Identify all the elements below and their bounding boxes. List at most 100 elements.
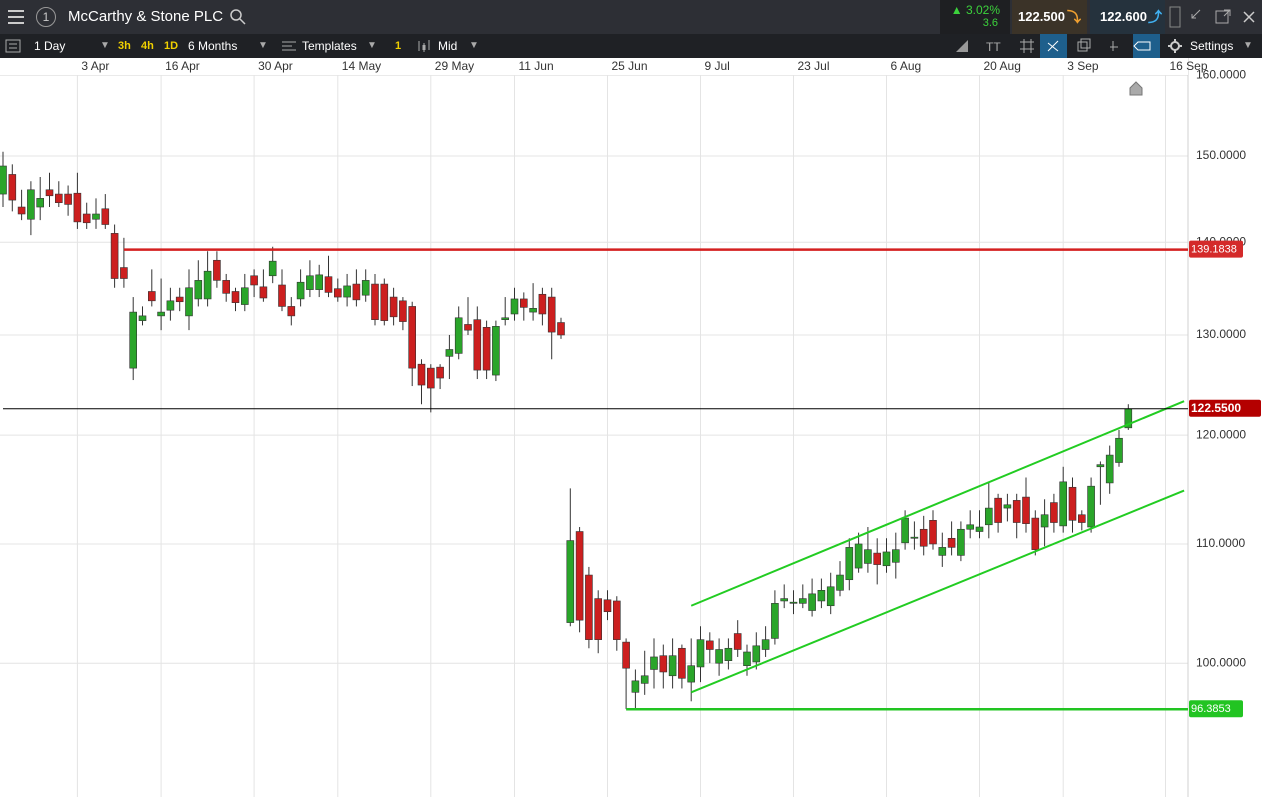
candle-body [399, 300, 407, 322]
list-icon[interactable] [5, 39, 21, 53]
trendline [690, 400, 1185, 607]
dropdown-arrow[interactable]: ▼ [469, 40, 479, 51]
svg-text:TT: TT [986, 40, 1001, 54]
candle-body [1096, 464, 1105, 468]
candle-body [1022, 496, 1030, 524]
candle-body [547, 296, 556, 333]
window-icons[interactable] [1168, 6, 1262, 28]
candle-body [826, 586, 835, 607]
candle-body [566, 540, 575, 623]
candle-body [659, 655, 668, 673]
quick-interval[interactable]: 1D [164, 40, 179, 52]
level-label-box [1189, 700, 1243, 718]
dropdown-arrow[interactable]: ▼ [100, 40, 110, 51]
candle-body [27, 189, 35, 220]
level-label-box [1189, 399, 1261, 417]
candle-body [268, 260, 277, 277]
candle-body [343, 285, 351, 298]
level-label: 122.5500 [1191, 401, 1241, 415]
active-tool[interactable] [1133, 34, 1160, 58]
sell-box[interactable]: 122.500 ⤵ [1012, 0, 1087, 34]
x-tick-label: 16 Sep [1170, 59, 1208, 73]
x-tick-label: 14 May [342, 59, 381, 73]
candle-body [519, 298, 528, 308]
candle-body [864, 549, 872, 564]
x-tick-label: 20 Aug [984, 59, 1021, 73]
candle-body [668, 655, 677, 677]
drawing-tools[interactable]: TT [950, 38, 1165, 54]
chart-background [0, 58, 1262, 797]
quick-interval[interactable]: 3h [118, 40, 131, 52]
dropdown-arrow[interactable]: ▼ [367, 40, 377, 51]
candle-body [17, 206, 26, 215]
candle-body [64, 193, 72, 205]
change-pct: ▲ 3.02% [950, 3, 1000, 17]
candle-body [371, 283, 379, 320]
badge[interactable]: 1 [36, 7, 56, 27]
candle-body [203, 270, 212, 300]
menu-icon[interactable] [7, 9, 25, 25]
candle-body [1012, 500, 1021, 523]
buy-price: 122.600 [1100, 9, 1147, 24]
candle-body [1003, 504, 1012, 509]
settings[interactable]: Settings [1190, 39, 1234, 53]
x-tick-label: 3 Apr [81, 59, 109, 73]
candle-body [0, 165, 7, 195]
candle-body [1031, 517, 1040, 550]
candle-icon[interactable] [416, 39, 432, 53]
candle-body [278, 284, 286, 307]
quick-interval[interactable]: 4h [141, 40, 154, 52]
count[interactable]: 1 [395, 40, 402, 52]
y-tick-label: 160.0000 [1196, 67, 1246, 81]
instrument-title: McCarthy & Stone PLC [68, 8, 224, 25]
candle-body [984, 507, 993, 526]
settings-icon[interactable] [1168, 39, 1182, 53]
candle-body [1040, 514, 1049, 528]
templates-icon[interactable] [281, 40, 297, 52]
templates[interactable]: Templates [302, 39, 357, 53]
candle-body [603, 599, 612, 613]
x-tick-label: 9 Jul [705, 59, 730, 73]
grid [0, 58, 1189, 797]
candle-body [854, 543, 863, 569]
candle-body [575, 531, 584, 621]
chart: 100.0000110.0000120.0000130.0000140.0000… [0, 58, 1262, 797]
x-tick-label: 25 Jun [612, 59, 648, 73]
candle-body [361, 280, 370, 296]
candle-body [36, 198, 45, 208]
candle-body [157, 311, 165, 317]
candle-body [696, 639, 705, 668]
candle-body [901, 517, 909, 544]
candle-body [417, 363, 426, 386]
candle-body [73, 192, 82, 223]
candle-body [426, 367, 435, 389]
y-tick-label: 120.0000 [1196, 427, 1246, 441]
search-icon[interactable] [229, 8, 247, 26]
dropdown-arrow[interactable]: ▼ [1243, 40, 1253, 51]
y-tick-label: 130.0000 [1196, 327, 1246, 341]
candle-body [761, 639, 770, 650]
candle-body [789, 601, 798, 604]
x-tick-label: 11 Jun [519, 59, 554, 73]
candle-body [705, 640, 714, 650]
candle-body [324, 276, 333, 293]
candle-body [622, 641, 630, 669]
candle-body [8, 174, 17, 201]
y-tick-label: 100.0000 [1196, 655, 1246, 669]
buy-box[interactable]: 122.600 ⤴ [1090, 0, 1165, 34]
candle-body [306, 275, 314, 290]
candle-body [213, 259, 221, 281]
candle-body [92, 213, 100, 220]
range[interactable]: 6 Months [188, 39, 238, 53]
price-type[interactable]: Mid [438, 39, 458, 53]
candle-body [640, 675, 649, 684]
candle-body [1050, 502, 1058, 523]
interval[interactable]: 1 Day [34, 39, 66, 53]
candle-body [492, 326, 500, 376]
dropdown-arrow[interactable]: ▼ [258, 40, 268, 51]
candle-body [919, 528, 928, 547]
sell-price: 122.500 [1018, 9, 1065, 24]
candle-body [743, 651, 751, 666]
candle-body [845, 547, 854, 581]
candle-body [259, 286, 268, 299]
